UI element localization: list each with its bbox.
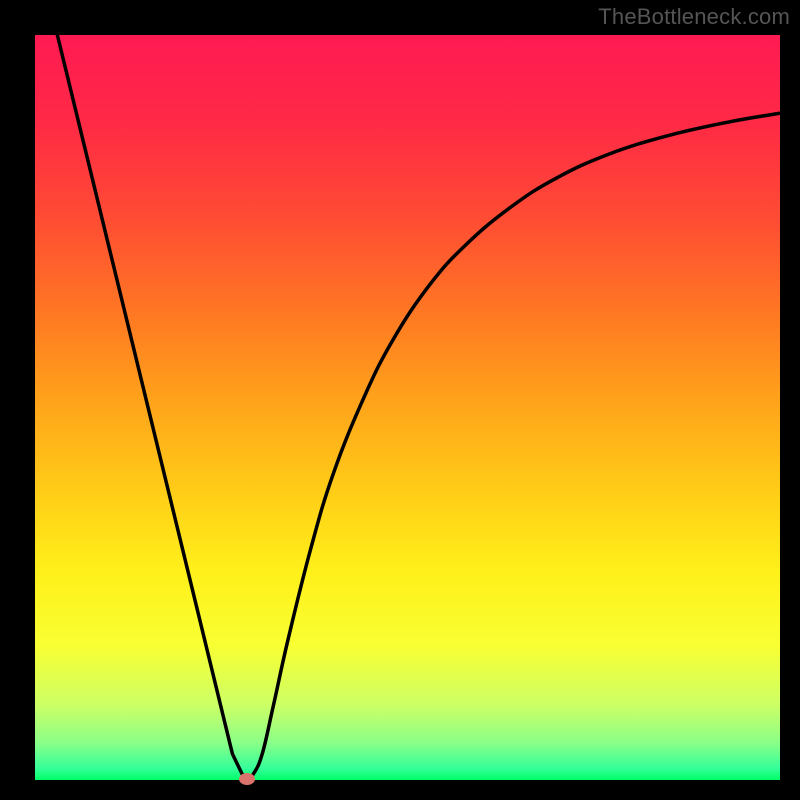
bottleneck-curve	[57, 35, 780, 779]
chart-container: TheBottleneck.com	[0, 0, 800, 800]
plot-area	[35, 35, 780, 780]
curve-svg	[35, 35, 780, 780]
minimum-marker	[239, 773, 255, 785]
watermark-text: TheBottleneck.com	[598, 4, 790, 30]
